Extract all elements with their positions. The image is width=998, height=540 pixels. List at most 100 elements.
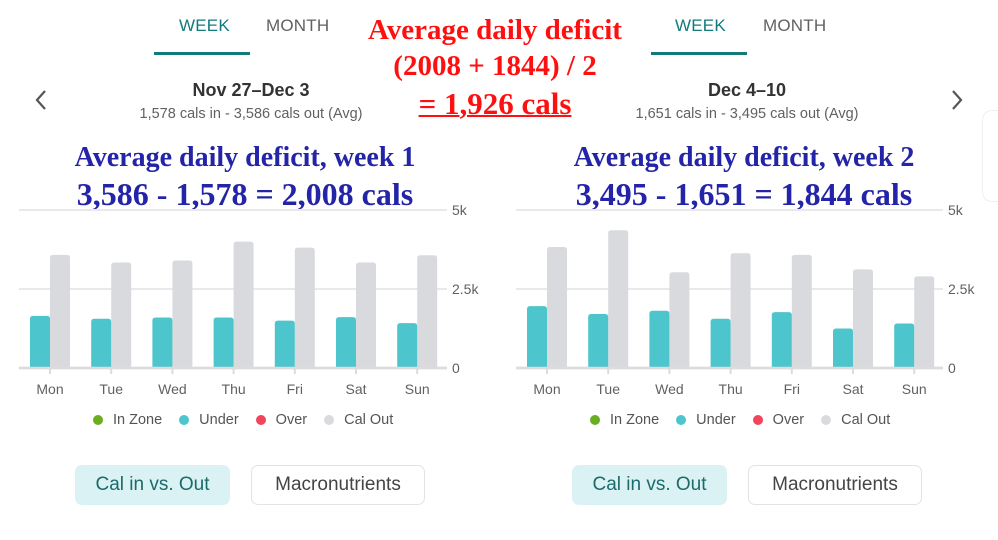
previous-week-button[interactable] [32, 86, 52, 114]
y-tick-label: 2.5k [452, 281, 479, 297]
calorie-bar-chart-week-1: 0 2.5k 5k Mon Tue Wed Thu Fri Sat Sun [19, 202, 479, 397]
bar-under [771, 312, 792, 368]
tab-week[interactable]: WEEK [675, 16, 726, 35]
x-tick-label: Thu [719, 381, 743, 397]
tab-month[interactable]: MONTH [266, 16, 330, 35]
macronutrients-button[interactable]: Macronutrients [251, 465, 425, 505]
legend-in-zone: In Zone [93, 412, 162, 428]
deficit-annotation-title: Average daily deficit, week 2 [573, 142, 915, 173]
deficit-annotation-title: Average daily deficit, week 1 [74, 142, 416, 173]
legend-label: Over [275, 412, 308, 428]
bar-under [336, 317, 356, 368]
combined-deficit-title: Average daily deficit [368, 14, 622, 46]
next-week-button[interactable] [947, 86, 967, 114]
y-tick-label: 0 [452, 360, 460, 376]
tab-week-underline [651, 52, 747, 55]
x-tick-label: Tue [99, 381, 123, 397]
bar-cal-out [730, 253, 751, 368]
date-range-summary: 1,578 cals in - 3,586 cals out (Avg) [139, 106, 363, 122]
cal-in-vs-out-button[interactable]: Cal in vs. Out [75, 465, 230, 505]
bar-cal-out [356, 262, 376, 368]
bar-under [833, 328, 853, 368]
bar-cal-out [294, 247, 315, 368]
bar-cal-out [608, 230, 629, 368]
legend-over: Over [752, 412, 805, 428]
bar-under [649, 310, 670, 368]
bar-cal-out [417, 255, 438, 368]
under-dot-icon [676, 415, 687, 425]
bar-under [213, 317, 234, 368]
bar-under [152, 317, 173, 368]
chevron-right-icon [952, 90, 963, 110]
x-tick-label: Mon [533, 381, 560, 397]
bar-under [91, 318, 112, 368]
x-tick-label: Fri [784, 381, 800, 397]
combined-deficit-formula: (2008 + 1844) / 2 [393, 50, 597, 82]
tab-month[interactable]: MONTH [763, 16, 827, 35]
tab-week[interactable]: WEEK [179, 16, 230, 35]
bar-under [397, 323, 418, 368]
over-dot-icon [255, 415, 266, 425]
x-tick-label: Mon [36, 381, 63, 397]
over-dot-icon [752, 415, 763, 425]
chart-legend: In Zone Under Over Cal Out [93, 412, 410, 428]
tab-week-underline [154, 52, 250, 55]
legend-under: Under [179, 412, 239, 428]
bar-cal-out [853, 269, 873, 368]
bar-under [588, 313, 609, 368]
legend-label: Over [772, 412, 805, 428]
x-tick-label: Wed [158, 381, 187, 397]
date-range-title: Nov 27–Dec 3 [192, 80, 310, 100]
x-tick-label: Sat [345, 381, 366, 397]
legend-cal-out: Cal Out [821, 412, 890, 428]
y-tick-label: 2.5k [948, 281, 975, 297]
legend-label: Cal Out [344, 412, 394, 428]
bar-cal-out [233, 241, 254, 368]
bar-cal-out [50, 254, 70, 368]
chart-legend: In Zone Under Over Cal Out [590, 412, 907, 428]
cal-in-vs-out-button[interactable]: Cal in vs. Out [572, 465, 727, 505]
bar-under [710, 318, 731, 368]
legend-cal-out: Cal Out [324, 412, 393, 428]
legend-under: Under [676, 412, 736, 428]
bar-under [30, 315, 50, 368]
under-dot-icon [179, 415, 190, 425]
x-tick-label: Wed [655, 381, 684, 397]
legend-over: Over [255, 412, 308, 428]
combined-deficit-result: = 1,926 cals [418, 86, 572, 121]
bar-cal-out [547, 246, 567, 368]
week-panel-1: WEEK MONTH Nov 27–Dec 3 1,578 cals in - … [32, 16, 425, 505]
y-tick-label: 5k [948, 202, 964, 218]
legend-in-zone: In Zone [590, 412, 659, 428]
cal-out-dot-icon [821, 415, 832, 425]
bar-cal-out [111, 262, 132, 368]
legend-label: Under [199, 412, 239, 428]
y-tick-label: 5k [452, 202, 468, 218]
calorie-bar-chart-week-2: 0 2.5k 5k Mon Tue Wed Thu Fri Sat Sun [516, 202, 975, 397]
macronutrients-button[interactable]: Macronutrients [748, 465, 922, 505]
x-tick-label: Sat [842, 381, 863, 397]
legend-label: In Zone [113, 412, 163, 428]
x-tick-label: Tue [596, 381, 620, 397]
chevron-left-icon [35, 90, 46, 110]
x-tick-label: Sun [405, 381, 430, 397]
bar-under [527, 306, 547, 368]
bar-cal-out [791, 254, 812, 368]
deficit-annotation-formula: 3,495 - 1,651 = 1,844 cals [575, 176, 913, 212]
x-tick-label: Fri [287, 381, 303, 397]
deficit-annotation-formula: 3,586 - 1,578 = 2,008 cals [76, 176, 414, 212]
bar-under [894, 323, 915, 368]
date-range-title: Dec 4–10 [707, 80, 787, 100]
edge-card [982, 110, 998, 202]
cal-out-dot-icon [324, 415, 335, 425]
in-zone-dot-icon [93, 415, 103, 425]
legend-label: Cal Out [841, 412, 891, 428]
legend-label: In Zone [610, 412, 660, 428]
x-tick-label: Thu [222, 381, 246, 397]
bar-cal-out [914, 276, 935, 368]
week-panel-2: WEEK MONTH Dec 4–10 1,651 cals in - 3,49… [499, 0, 998, 540]
date-range-summary: 1,651 cals in - 3,495 cals out (Avg) [635, 106, 859, 122]
bar-under [274, 320, 295, 368]
bar-cal-out [669, 272, 690, 368]
in-zone-dot-icon [590, 415, 600, 425]
